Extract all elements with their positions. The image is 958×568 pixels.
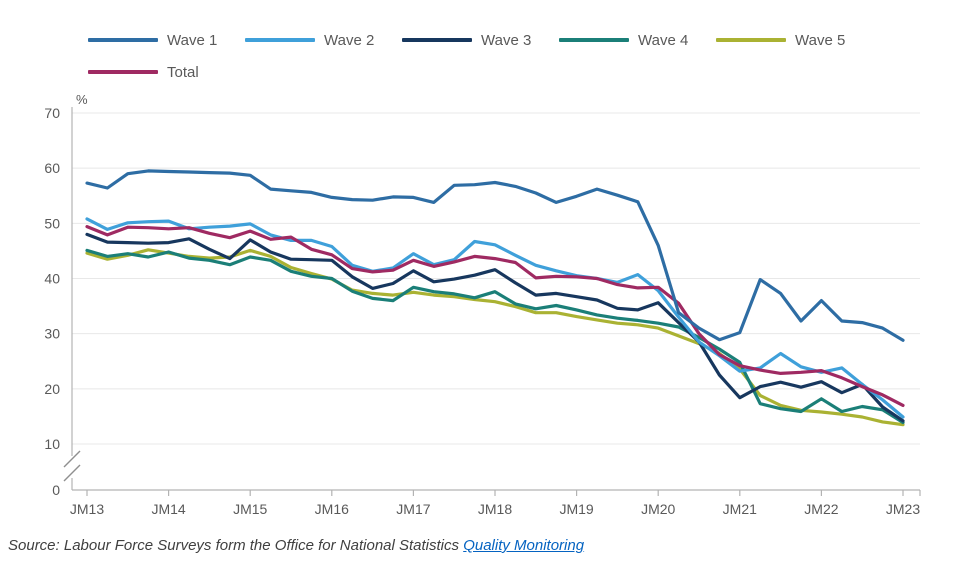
x-tick-label-JM13: JM13 bbox=[70, 501, 104, 517]
x-tick-label-JM16: JM16 bbox=[315, 501, 349, 517]
legend-item-total: Total bbox=[88, 64, 245, 81]
legend-label: Wave 1 bbox=[167, 31, 218, 49]
legend-line-swatch bbox=[559, 38, 629, 42]
y-tick-label-0: 0 bbox=[52, 482, 60, 498]
x-tick-label-JM17: JM17 bbox=[396, 501, 430, 517]
legend-line-swatch bbox=[716, 38, 786, 42]
axis-break-slash-2 bbox=[63, 464, 81, 482]
legend-item-wave-3: Wave 3 bbox=[402, 32, 559, 49]
y-tick-label-30: 30 bbox=[44, 326, 60, 342]
x-tick-label-JM23: JM23 bbox=[886, 501, 920, 517]
series-line-wave-4 bbox=[85, 248, 905, 425]
series-line-wave-3 bbox=[85, 232, 905, 423]
quality-monitoring-link[interactable]: Quality Monitoring bbox=[463, 537, 585, 554]
legend-item-wave-1: Wave 1 bbox=[88, 32, 245, 49]
legend-line-swatch bbox=[245, 38, 315, 42]
legend-label: Wave 5 bbox=[795, 31, 846, 49]
x-tick-label-JM19: JM19 bbox=[559, 501, 593, 517]
axis-break-slash-1 bbox=[63, 450, 81, 468]
legend-label: Total bbox=[167, 63, 199, 81]
x-tick-label-JM20: JM20 bbox=[641, 501, 675, 517]
x-tick-label-JM18: JM18 bbox=[478, 501, 512, 517]
source-text: Source: Labour Force Surveys form the Of… bbox=[8, 537, 464, 554]
legend-label: Wave 2 bbox=[324, 31, 375, 49]
legend-row: Wave 1 Wave 2 Wave 3 Wave 4 Wave 5 bbox=[88, 24, 948, 56]
y-tick-label-50: 50 bbox=[44, 215, 60, 231]
x-tick-label-JM14: JM14 bbox=[151, 501, 185, 517]
y-tick-label-40: 40 bbox=[44, 271, 60, 287]
x-tick-label-JM15: JM15 bbox=[233, 501, 267, 517]
y-tick-label-20: 20 bbox=[44, 381, 60, 397]
legend-item-wave-4: Wave 4 bbox=[559, 32, 716, 49]
legend-line-swatch bbox=[88, 70, 158, 74]
y-tick-label-70: 70 bbox=[44, 105, 60, 121]
y-tick-label-60: 60 bbox=[44, 160, 60, 176]
chart-legend: Wave 1 Wave 2 Wave 3 Wave 4 Wave 5 Total bbox=[88, 24, 948, 88]
legend-line-swatch bbox=[88, 38, 158, 42]
series-line-wave-5 bbox=[85, 248, 905, 427]
legend-item-wave-2: Wave 2 bbox=[245, 32, 402, 49]
series-line-wave-1 bbox=[85, 169, 905, 342]
x-tick-label-JM21: JM21 bbox=[723, 501, 757, 517]
legend-label: Wave 4 bbox=[638, 31, 689, 49]
y-tick-label-10: 10 bbox=[44, 436, 60, 452]
y-axis-unit-label: % bbox=[76, 92, 88, 107]
series-line-total bbox=[85, 225, 905, 407]
legend-row: Total bbox=[88, 56, 948, 88]
legend-label: Wave 3 bbox=[481, 31, 532, 49]
legend-item-wave-5: Wave 5 bbox=[716, 32, 873, 49]
x-tick-label-JM22: JM22 bbox=[804, 501, 838, 517]
series-line-wave-2 bbox=[85, 217, 905, 419]
source-caption: Source: Labour Force Surveys form the Of… bbox=[8, 537, 948, 554]
legend-line-swatch bbox=[402, 38, 472, 42]
